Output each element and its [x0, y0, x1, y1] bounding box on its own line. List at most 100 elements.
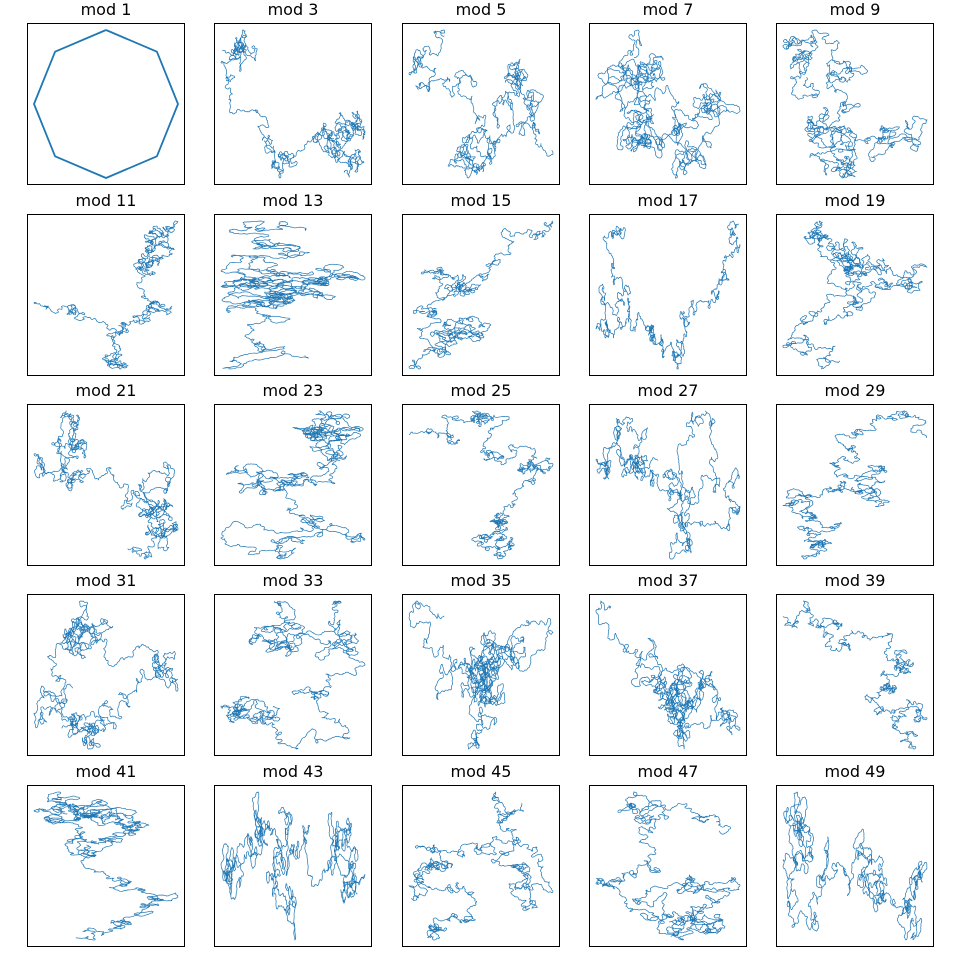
- plot-area: [402, 594, 560, 756]
- subplot-title: mod 33: [262, 571, 324, 590]
- axes-frame: [589, 594, 747, 756]
- subplot-title: mod 15: [450, 191, 512, 210]
- plot-area: [776, 23, 934, 185]
- axes-frame: [776, 785, 934, 947]
- plot-area: [214, 785, 372, 947]
- subplot: mod 37: [589, 572, 747, 756]
- axes-frame: [589, 785, 747, 947]
- series-line: [595, 600, 741, 750]
- subplot-title: mod 7: [642, 0, 694, 19]
- axes-frame: [27, 404, 185, 566]
- series-line: [33, 791, 179, 941]
- axes-frame: [776, 23, 934, 185]
- axes-frame: [27, 23, 185, 185]
- subplot: mod 43: [214, 763, 372, 947]
- plot-area: [776, 214, 934, 376]
- series-line: [595, 410, 741, 560]
- series-line: [220, 410, 366, 560]
- subplot: mod 29: [776, 382, 934, 566]
- subplot: mod 5: [402, 1, 560, 185]
- plot-area: [589, 23, 747, 185]
- subplot-title: mod 31: [75, 571, 137, 590]
- axes-frame: [402, 214, 560, 376]
- subplot-title: mod 35: [450, 571, 512, 590]
- series-line: [220, 791, 366, 941]
- plot-area: [776, 785, 934, 947]
- series-line: [595, 791, 741, 941]
- subplot: mod 33: [214, 572, 372, 756]
- plot-area: [27, 404, 185, 566]
- subplot-title: mod 25: [450, 381, 512, 400]
- subplot-title: mod 49: [824, 762, 886, 781]
- series-line: [408, 220, 554, 370]
- axes-frame: [214, 785, 372, 947]
- plot-area: [27, 214, 185, 376]
- series-line: [408, 410, 554, 560]
- axes-frame: [589, 404, 747, 566]
- plot-area: [589, 594, 747, 756]
- subplot-title: mod 37: [637, 571, 699, 590]
- subplot-title: mod 29: [824, 381, 886, 400]
- subplot-title: mod 27: [637, 381, 699, 400]
- plot-area: [27, 785, 185, 947]
- series-line: [408, 791, 554, 941]
- plot-area: [402, 785, 560, 947]
- series-line: [220, 29, 366, 179]
- series-line: [33, 410, 179, 560]
- subplot: mod 45: [402, 763, 560, 947]
- axes-frame: [402, 594, 560, 756]
- plot-area: [776, 594, 934, 756]
- series-line: [595, 29, 741, 179]
- subplot: mod 27: [589, 382, 747, 566]
- series-line: [33, 220, 179, 370]
- series-line: [408, 600, 554, 750]
- series-line: [782, 220, 928, 370]
- plot-area: [589, 214, 747, 376]
- subplot: mod 13: [214, 192, 372, 376]
- axes-frame: [214, 594, 372, 756]
- series-line: [33, 600, 179, 750]
- axes-frame: [27, 214, 185, 376]
- axes-frame: [776, 214, 934, 376]
- series-line: [595, 220, 741, 370]
- subplot: mod 9: [776, 1, 934, 185]
- subplot: mod 3: [214, 1, 372, 185]
- subplot: mod 7: [589, 1, 747, 185]
- subplot-title: mod 45: [450, 762, 512, 781]
- subplot: mod 35: [402, 572, 560, 756]
- axes-frame: [402, 404, 560, 566]
- subplot-title: mod 17: [637, 191, 699, 210]
- subplot: mod 21: [27, 382, 185, 566]
- plot-area: [214, 214, 372, 376]
- subplot-title: mod 9: [829, 0, 881, 19]
- subplot: mod 25: [402, 382, 560, 566]
- axes-frame: [402, 23, 560, 185]
- series-line: [782, 600, 928, 750]
- plot-area: [214, 23, 372, 185]
- plot-area: [589, 785, 747, 947]
- subplot-title: mod 1: [80, 0, 132, 19]
- plot-area: [27, 594, 185, 756]
- axes-frame: [402, 785, 560, 947]
- series-line: [782, 791, 928, 941]
- subplot: mod 23: [214, 382, 372, 566]
- plot-area: [402, 404, 560, 566]
- subplot: mod 17: [589, 192, 747, 376]
- axes-frame: [214, 214, 372, 376]
- subplot-title: mod 11: [75, 191, 137, 210]
- series-line: [782, 29, 928, 179]
- subplot: mod 47: [589, 763, 747, 947]
- subplot: mod 49: [776, 763, 934, 947]
- subplot-title: mod 41: [75, 762, 137, 781]
- subplot: mod 39: [776, 572, 934, 756]
- axes-frame: [27, 594, 185, 756]
- axes-frame: [214, 23, 372, 185]
- subplot-title: mod 5: [455, 0, 507, 19]
- subplot: mod 41: [27, 763, 185, 947]
- subplot: mod 1: [27, 1, 185, 185]
- subplot: mod 11: [27, 192, 185, 376]
- axes-frame: [214, 404, 372, 566]
- series-line: [408, 29, 554, 179]
- subplot: mod 19: [776, 192, 934, 376]
